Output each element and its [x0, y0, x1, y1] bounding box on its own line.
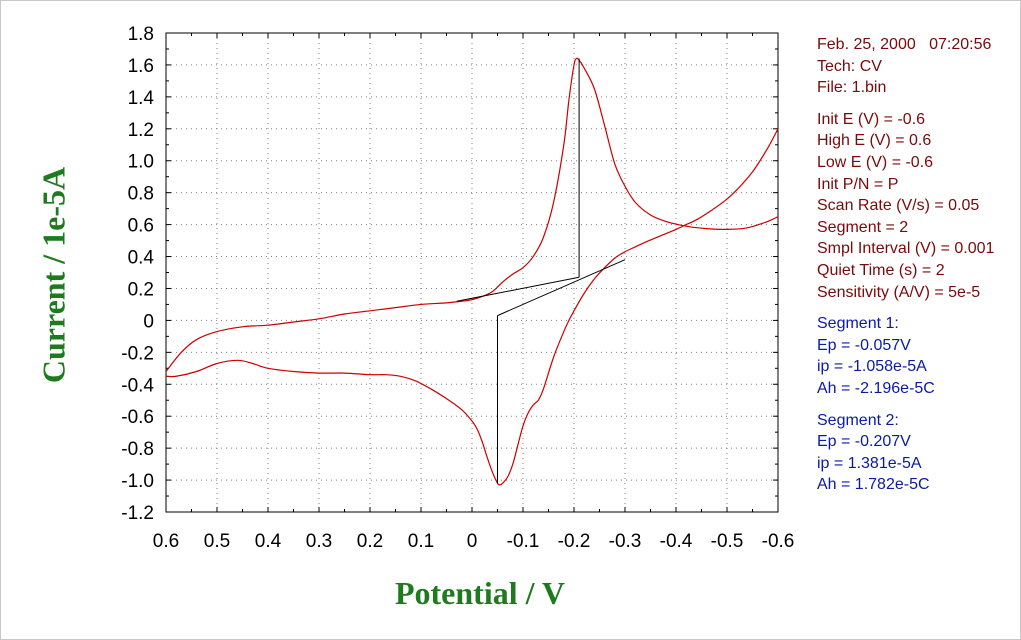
param-smpl-interval: Smpl Interval (V) = 0.001	[817, 240, 995, 258]
y-tick-label: -0.4	[121, 375, 154, 396]
y-tick-label: 0.6	[128, 216, 154, 237]
y-tick-label: 1.6	[128, 56, 154, 77]
param-segment: Segment = 2	[817, 218, 909, 236]
y-axis-label-wrap: Current / 1e-5A	[24, 160, 84, 390]
x-tick-label: 0.2	[357, 531, 383, 552]
segment-1-ep: Ep = -0.057V	[817, 336, 911, 354]
cv-curve-segment-1	[165, 57, 779, 372]
y-tick-label: -1.0	[121, 471, 154, 492]
info-params: Init E (V) = -0.6 High E (V) = 0.6 Low E…	[817, 109, 994, 303]
y-axis-label: Current / 1e-5A	[35, 166, 72, 384]
tick-marks	[165, 32, 779, 513]
segment-2-ep: Ep = -0.207V	[817, 433, 911, 451]
experiment-info-panel: Feb. 25, 2000 07:20:56 Tech: CV File: 1.…	[817, 34, 994, 496]
peak-baseline-1	[456, 276, 580, 302]
y-tick-label: 1.4	[128, 88, 155, 109]
y-tick-label: 0.8	[128, 184, 154, 205]
y-tick-label: 1.8	[128, 24, 154, 45]
param-init-e: Init E (V) = -0.6	[817, 110, 926, 128]
param-low-e: Low E (V) = -0.6	[817, 153, 934, 171]
x-tick-label: 0	[467, 531, 478, 552]
x-tick-label: 0.5	[204, 531, 230, 552]
cv-chart: 0.6 0.5 0.4 0.3 0.2 0.1 0 -0.1 -0.2 -0.3 -0.4 -0.5-…	[121, 24, 795, 552]
x-tick-label: -0.5	[711, 531, 744, 552]
x-tick-label: 0.1	[408, 531, 434, 552]
grid	[166, 33, 778, 512]
segment-1-ah: Ah = -2.196e-5C	[817, 379, 935, 397]
x-tick-label: 0.4	[255, 531, 282, 552]
param-scan-rate: Scan Rate (V/s) = 0.05	[817, 197, 980, 215]
segment-1-ip: ip = -1.058e-5A	[817, 358, 927, 376]
y-tick-label: 0.4	[128, 248, 155, 269]
baselines	[456, 58, 626, 484]
segment-2-ah: Ah = 1.782e-5C	[817, 476, 930, 494]
segment-2-title: Segment 2:	[817, 411, 899, 429]
y-tick-label: 0	[143, 311, 154, 332]
y-tick-labels: 1.8 1.6 1.4 1.2 1.0 0.8 0.6 0.4 0.2 0 -0.2 -0.4 -0.6…	[121, 24, 154, 524]
segment-2-results: Segment 2: Ep = -0.207V ip = 1.381e-5A A…	[817, 410, 994, 496]
segment-1-title: Segment 1:	[817, 315, 899, 333]
curves	[165, 57, 779, 486]
y-tick-label: -0.8	[121, 439, 154, 460]
x-axis-label: Potential / V	[394, 575, 566, 611]
param-quiet-time: Quiet Time (s) = 2	[817, 261, 945, 279]
x-tick-label: 0.3	[306, 531, 332, 552]
x-tick-label: -0.1	[507, 531, 540, 552]
cv-curve-segment-2	[165, 128, 779, 486]
param-sensitivity: Sensitivity (A/V) = 5e-5	[817, 283, 981, 301]
param-init-pn: Init P/N = P	[817, 175, 899, 193]
param-high-e: High E (V) = 0.6	[817, 132, 932, 150]
x-tick-label: -0.4	[660, 531, 693, 552]
y-tick-label: 1.0	[128, 152, 154, 173]
segment-1-results: Segment 1: Ep = -0.057V ip = -1.058e-5A …	[817, 313, 994, 399]
y-tick-label: 1.2	[128, 120, 154, 141]
x-tick-labels: 0.6 0.5 0.4 0.3 0.2 0.1 0 -0.1 -0.2 -0.3 -0.4 -0.5-…	[153, 531, 795, 552]
x-tick-label: -0.6	[762, 531, 795, 552]
info-file: File: 1.bin	[817, 79, 887, 97]
info-header: Feb. 25, 2000 07:20:56 Tech: CV File: 1.…	[817, 34, 994, 99]
info-tech: Tech: CV	[817, 57, 882, 75]
info-date: Feb. 25, 2000 07:20:56	[817, 36, 992, 53]
x-tick-label: -0.3	[609, 531, 642, 552]
y-tick-label: -0.2	[121, 343, 154, 364]
x-tick-label: 0.6	[153, 531, 179, 552]
x-tick-label: -0.2	[558, 531, 591, 552]
peak-baseline-3	[497, 259, 626, 317]
plot-frame	[165, 32, 779, 513]
segment-2-ip: ip = 1.381e-5A	[817, 454, 922, 472]
y-tick-label: -1.2	[121, 503, 154, 524]
y-tick-label: 0.2	[128, 279, 154, 300]
y-tick-label: -0.6	[121, 407, 154, 428]
